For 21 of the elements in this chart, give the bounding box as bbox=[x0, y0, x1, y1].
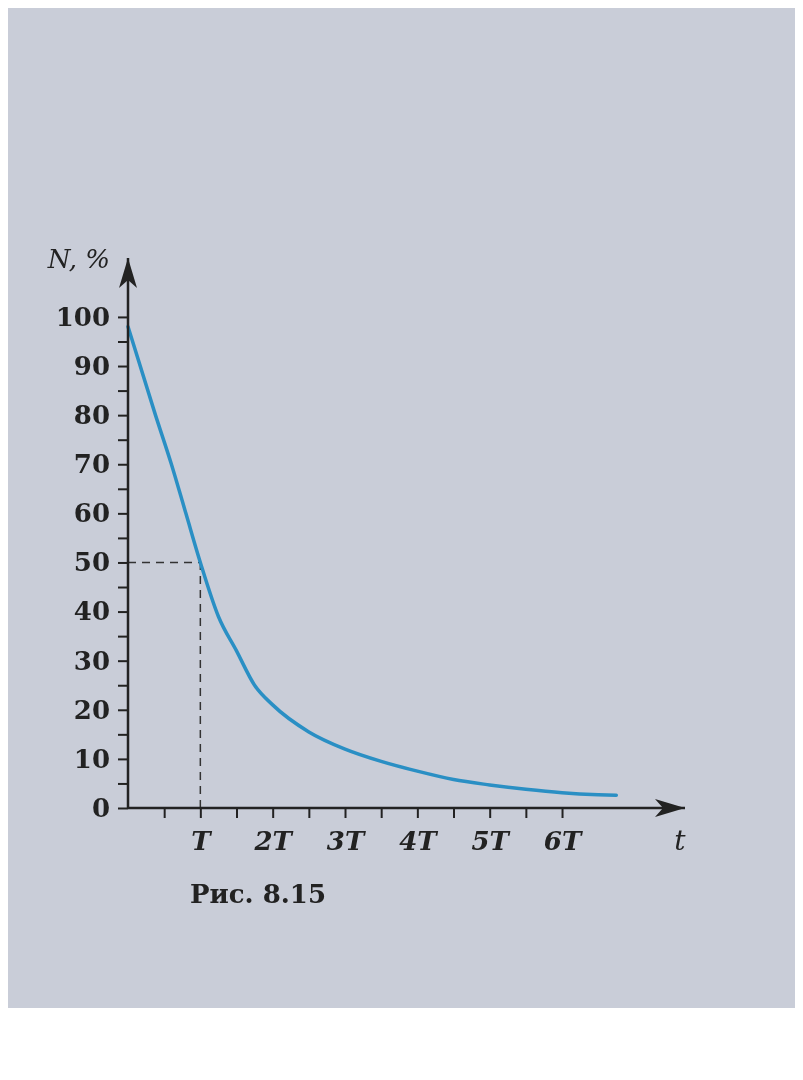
x-tick-label: 3T bbox=[326, 826, 366, 857]
y-tick-label: 100 bbox=[55, 301, 110, 332]
y-tick-label: 40 bbox=[73, 596, 110, 627]
y-tick-label: 80 bbox=[73, 399, 110, 430]
x-axis-title: t bbox=[674, 824, 687, 857]
y-tick-label: 60 bbox=[73, 498, 110, 529]
y-tick-label: 10 bbox=[73, 743, 110, 774]
y-tick-label: 70 bbox=[73, 449, 110, 480]
x-tick-label: 4T bbox=[399, 826, 439, 857]
x-tick-label: 5T bbox=[471, 826, 511, 857]
x-tick-label: 6T bbox=[543, 826, 583, 857]
line-series bbox=[126, 325, 619, 797]
y-tick-label: 50 bbox=[73, 547, 110, 578]
y-tick-label: 90 bbox=[73, 350, 110, 381]
x-tick-label: 2T bbox=[253, 826, 294, 857]
y-tick-label: 20 bbox=[73, 694, 110, 725]
y-axis-title: N, % bbox=[46, 244, 110, 274]
text: Рис. 8.15 bbox=[189, 879, 327, 909]
y-tick-label: 30 bbox=[73, 645, 110, 676]
x-tick-label: T bbox=[191, 826, 213, 857]
y-tick-label: 0 bbox=[91, 792, 110, 823]
